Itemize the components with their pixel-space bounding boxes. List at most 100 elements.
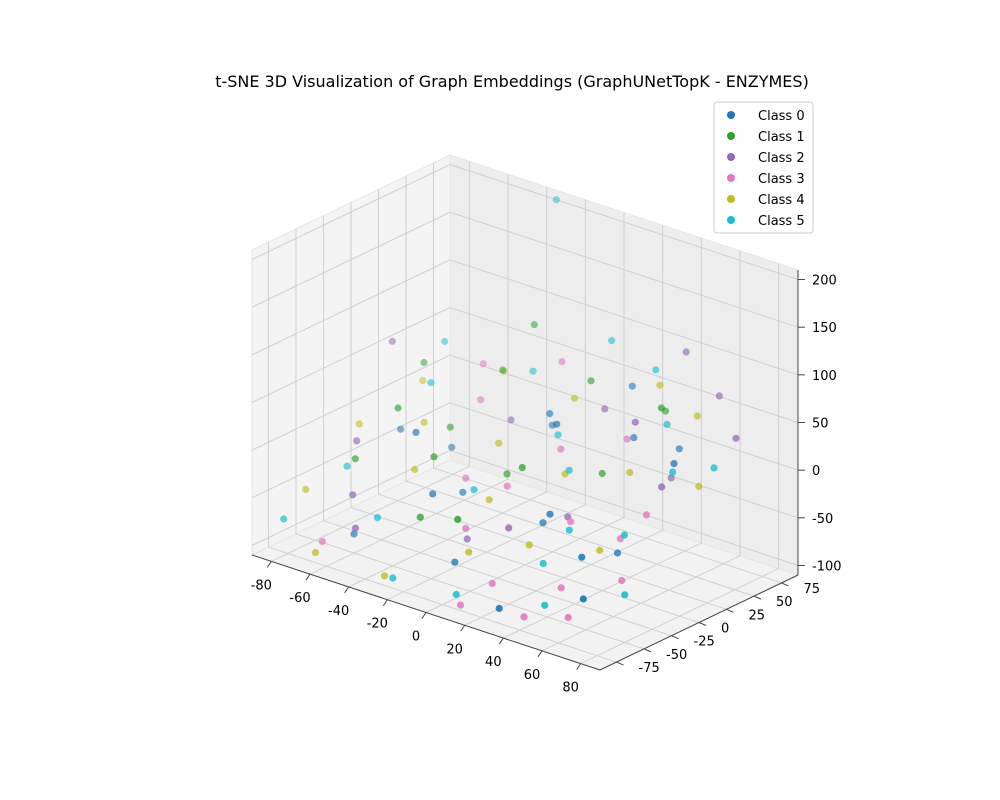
data-point-class-1: [416, 513, 424, 521]
data-point-class-5: [539, 559, 547, 568]
data-point-class-0: [675, 445, 683, 453]
y-tick-mark: [643, 648, 652, 653]
data-point-class-4: [626, 468, 634, 477]
data-point-class-4: [656, 381, 664, 389]
y-gridline-floor: [405, 480, 755, 597]
data-point-class-1: [598, 469, 606, 478]
y-tick-mark: [781, 582, 789, 587]
data-point-class-3: [318, 537, 326, 546]
z-gridline-left: [251, 402, 451, 499]
y-tick-mark: [726, 608, 734, 613]
x-tick-label: -40: [328, 604, 349, 619]
data-point-class-0: [397, 425, 405, 433]
x-tick-mark: [421, 612, 427, 619]
data-point-class-1: [351, 455, 359, 463]
x-tick-mark: [460, 625, 466, 632]
legend: Class 0 Class 1 Class 2 Class 3 Class 4 …: [713, 101, 814, 234]
data-point-class-3: [462, 474, 470, 482]
data-point-class-2: [715, 392, 723, 400]
data-point-class-3: [558, 358, 566, 366]
data-point-class-5: [389, 574, 397, 582]
y-tick-label: 25: [749, 608, 766, 623]
z-tick-label: 200: [812, 274, 837, 289]
data-point-class-5: [373, 514, 382, 522]
data-point-class-5: [565, 466, 573, 474]
x-tick-label: 40: [485, 655, 502, 670]
data-point-class-0: [451, 558, 459, 566]
data-point-class-1: [430, 453, 438, 461]
legend-marker-class-0: [727, 111, 735, 119]
data-point-class-1: [446, 423, 454, 431]
data-point-class-2: [667, 474, 675, 482]
data-point-class-1: [530, 321, 538, 329]
data-point-class-2: [507, 416, 515, 424]
data-point-class-4: [420, 418, 428, 426]
x-tick-label: 80: [562, 681, 579, 696]
z-tick-label: -100: [812, 559, 842, 574]
z-gridline-back: [449, 211, 799, 328]
data-point-class-2: [353, 437, 361, 445]
y-gridline-floor: [350, 507, 700, 623]
y-tick-label: -25: [694, 635, 715, 650]
data-point-class-5: [441, 337, 449, 345]
data-point-class-3: [520, 613, 528, 621]
z-gridline-left: [251, 354, 451, 451]
data-point-class-4: [311, 548, 320, 557]
x-tick-mark: [537, 650, 543, 658]
data-point-class-5: [565, 526, 573, 534]
legend-marker-class-4: [727, 195, 735, 203]
data-point-class-2: [682, 348, 690, 356]
data-point-class-4: [570, 394, 579, 402]
data-point-class-5: [427, 379, 435, 387]
data-point-class-3: [477, 396, 485, 404]
data-point-class-0: [412, 428, 420, 436]
data-point-class-5: [470, 486, 478, 494]
data-point-class-4: [695, 482, 703, 490]
legend-label-class-3: Class 3: [758, 172, 805, 187]
y-tick-label: -75: [639, 661, 660, 676]
data-point-class-0: [448, 443, 456, 451]
data-point-class-4: [693, 412, 701, 420]
z-tick-label: 100: [812, 369, 837, 384]
data-point-class-4: [485, 496, 493, 504]
data-point-class-0: [546, 410, 554, 418]
x-tick-label: -60: [289, 591, 310, 606]
data-point-class-2: [631, 418, 639, 426]
z-tick-label: 50: [812, 417, 829, 432]
data-point-class-0: [459, 488, 467, 496]
data-point-class-3: [557, 584, 565, 592]
y-gridline-floor: [268, 546, 617, 663]
x-tick-mark: [382, 599, 388, 606]
data-point-class-1: [503, 470, 511, 478]
x-tick-label: 20: [446, 642, 463, 657]
x-tick-mark: [498, 637, 504, 645]
data-point-class-5: [552, 196, 560, 204]
legend-frame: [713, 101, 814, 234]
data-point-class-5: [280, 515, 288, 523]
data-point-class-5: [710, 464, 718, 472]
x-tick-label: -20: [367, 617, 388, 632]
x-tick-label: 0: [412, 630, 420, 645]
y-tick-label: 50: [776, 595, 793, 610]
data-point-class-1: [518, 464, 526, 472]
y-tick-mark: [616, 661, 624, 666]
data-point-class-1: [587, 377, 595, 385]
legend-label-class-1: Class 1: [758, 130, 805, 145]
y-tick-mark: [753, 595, 762, 600]
legend-marker-class-1: [727, 132, 735, 140]
data-point-class-2: [505, 524, 513, 532]
data-point-class-3: [642, 511, 651, 519]
data-point-class-2: [732, 434, 740, 442]
data-point-class-0: [630, 434, 638, 442]
data-point-class-3: [557, 445, 565, 453]
x-tick-label: 60: [524, 668, 541, 683]
x-tick-mark: [344, 586, 350, 594]
data-point-class-3: [479, 360, 487, 368]
data-point-class-5: [529, 367, 537, 375]
data-point-class-2: [388, 337, 396, 345]
data-point-class-1: [394, 404, 402, 412]
data-point-class-0: [546, 510, 554, 518]
y-gridline-floor: [378, 493, 727, 610]
legend-marker-class-2: [727, 153, 735, 161]
data-point-class-2: [658, 483, 666, 491]
